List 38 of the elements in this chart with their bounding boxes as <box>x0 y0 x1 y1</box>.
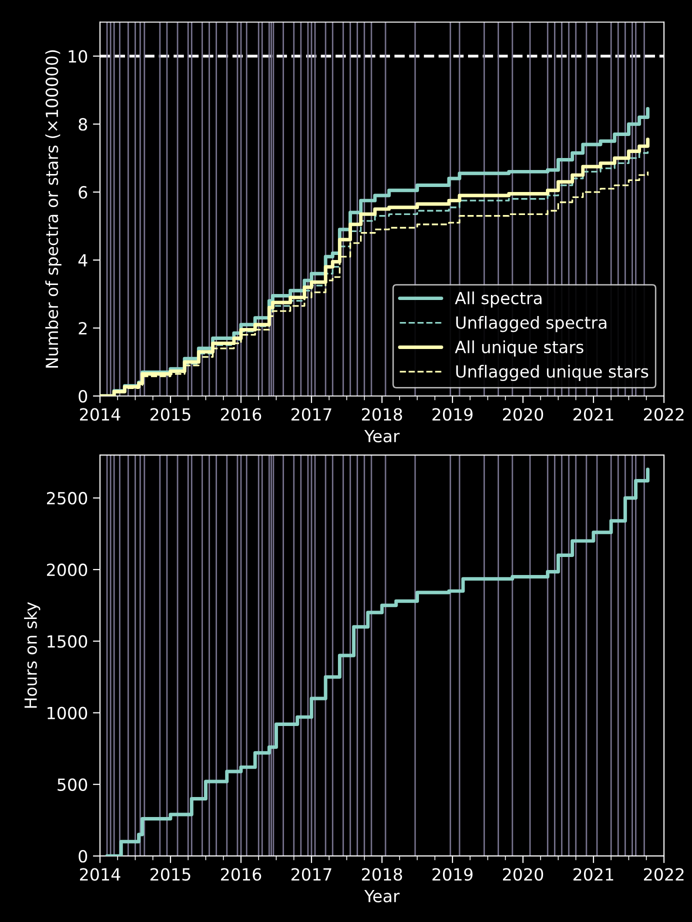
x-tick-label: 2016 <box>221 408 262 421</box>
x-tick-label: 2015 <box>150 408 190 421</box>
y-tick-label: 1500 <box>48 635 88 648</box>
x-tick-label: 2015 <box>150 868 190 881</box>
y-tick-label: 2000 <box>46 564 88 576</box>
x-tick-label: 2014 <box>80 868 120 881</box>
y-tick-label: 10 <box>68 50 88 63</box>
y-axis-title: Number of spectra or stars (×100000) <box>45 50 62 368</box>
y-tick-label: 2 <box>78 322 87 334</box>
y-tick-label: 1000 <box>48 706 88 720</box>
x-tick-label: 2018 <box>362 408 402 421</box>
x-tick-label: 2016 <box>221 868 262 881</box>
x-tick-label: 2022 <box>644 868 684 881</box>
x-tick-label: 2019 <box>432 868 473 881</box>
y-tick-label: 8 <box>78 118 88 131</box>
x-tick-label: 2020 <box>502 408 544 421</box>
x-tick-label: 2022 <box>644 408 684 421</box>
x-tick-label: 2017 <box>292 868 332 881</box>
y-axis-title: Hours on sky <box>24 602 40 708</box>
x-tick-label: 2019 <box>432 408 473 421</box>
x-tick-label: 2014 <box>80 408 120 421</box>
y-tick-label: 4 <box>78 254 88 266</box>
x-tick-label: 2021 <box>573 408 614 421</box>
y-tick-label: 6 <box>78 186 88 199</box>
x-tick-label: 2018 <box>362 868 402 881</box>
y-tick-label: 500 <box>58 778 88 791</box>
legend-label: Unflagged spectra <box>456 316 606 332</box>
legend-label: Unflagged unique stars <box>456 364 648 381</box>
x-tick-label: 2020 <box>502 868 544 881</box>
x-tick-label: 2021 <box>573 868 614 881</box>
y-tick-label: 0 <box>78 850 88 863</box>
x-axis-title: Year <box>364 890 400 902</box>
legend-label: All unique stars <box>454 340 584 357</box>
x-tick-label: 2017 <box>292 408 332 421</box>
legend-label: All spectra <box>454 291 542 308</box>
y-tick-label: 0 <box>78 390 88 403</box>
x-axis-title: Year <box>364 430 400 442</box>
y-tick-label: 2500 <box>46 492 88 505</box>
